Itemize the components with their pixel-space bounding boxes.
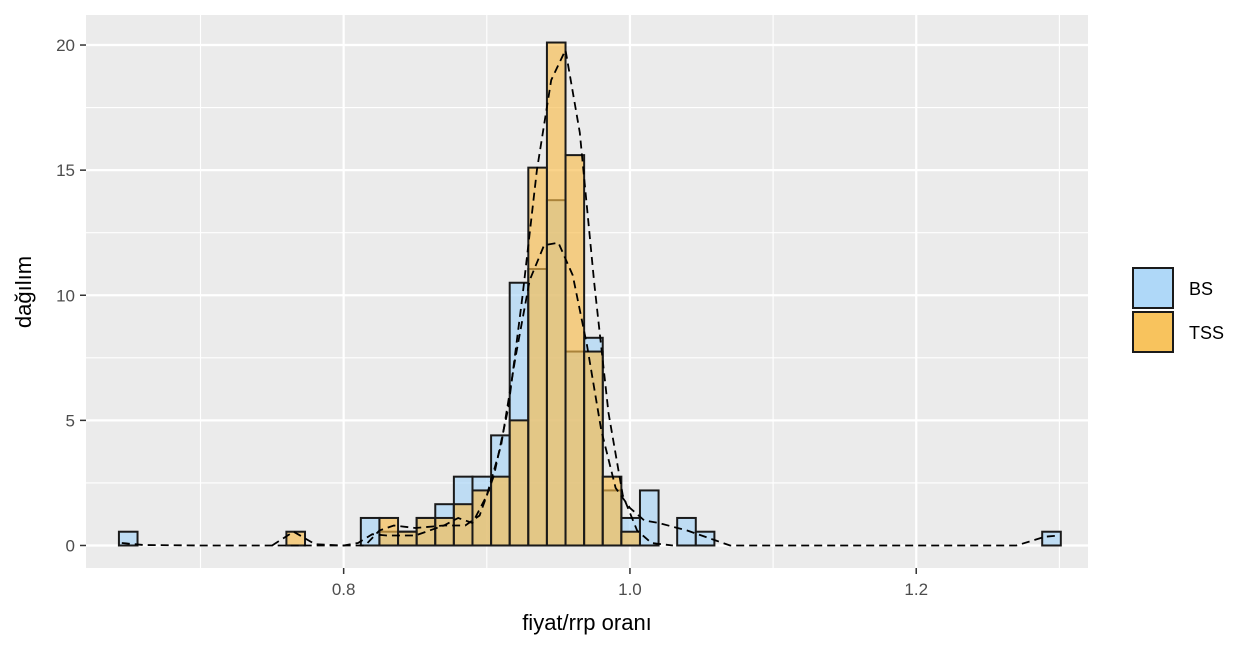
y-axis-ticks: 0 5 10 15 20: [56, 36, 86, 555]
legend-label-bs: BS: [1189, 279, 1213, 299]
legend-key-bs: [1132, 267, 1174, 309]
bar-tss: [397, 530, 418, 547]
y-tick-label: 10: [56, 286, 75, 305]
bar-tss: [545, 41, 567, 547]
bar-tss: [583, 350, 604, 547]
x-axis-title: fiyat/rrp oranı: [522, 610, 652, 635]
bar-tss: [620, 530, 641, 547]
bar-tss: [415, 516, 437, 547]
bar-tss: [471, 489, 493, 547]
x-tick-label: 1.2: [904, 580, 928, 599]
y-tick-label: 5: [66, 411, 75, 430]
density-curves: [121, 47, 1060, 547]
bar-bs: [1041, 530, 1062, 547]
bar-tss: [508, 419, 530, 547]
y-tick-label: 0: [66, 536, 75, 555]
bar-bs: [638, 489, 660, 547]
x-tick-label: 1.0: [618, 580, 642, 599]
bar-tss: [434, 516, 455, 547]
bar-tss: [564, 154, 586, 547]
legend: BS TSS: [1132, 267, 1224, 353]
density-line-tss: [271, 47, 674, 547]
legend-label-tss: TSS: [1189, 323, 1224, 343]
bar-tss: [490, 475, 511, 547]
tss-bars: [285, 41, 641, 547]
bar-bs: [117, 530, 139, 547]
y-tick-label: 20: [56, 36, 75, 55]
bar-tss: [601, 475, 623, 547]
y-axis-title: dağılım: [11, 256, 36, 328]
density-line-bs: [121, 241, 1060, 547]
y-tick-label: 15: [56, 161, 75, 180]
legend-key-tss: [1132, 311, 1174, 353]
bar-tss: [378, 516, 400, 547]
x-tick-label: 0.8: [332, 580, 356, 599]
x-axis-ticks: 0.8 1.0 1.2: [332, 568, 928, 599]
